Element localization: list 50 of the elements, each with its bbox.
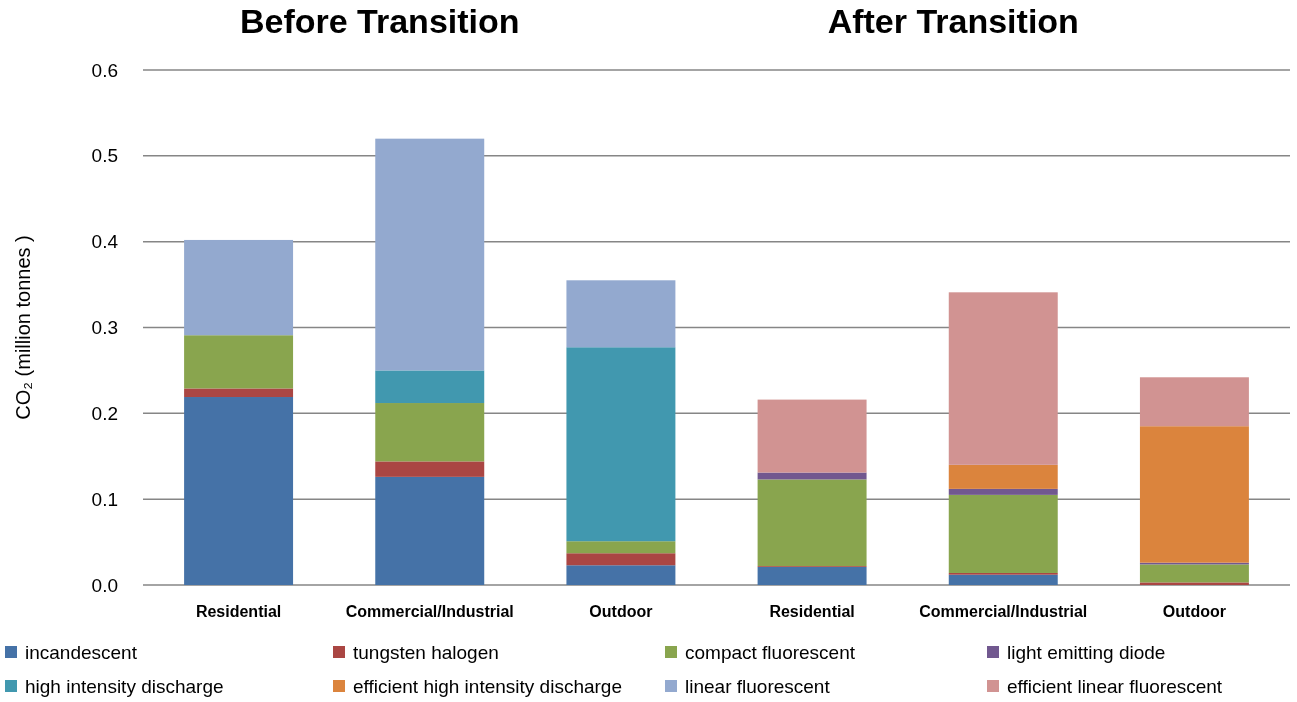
bar xyxy=(566,347,676,542)
y-tick-label: 0.2 xyxy=(91,402,118,424)
bar xyxy=(948,494,1058,573)
text: After Transition xyxy=(827,2,1079,40)
x-tick-label: Residential xyxy=(769,603,855,620)
bar xyxy=(566,565,676,585)
bar xyxy=(1139,564,1249,583)
bar xyxy=(757,566,867,585)
legend-label: high intensity discharge xyxy=(25,675,224,697)
text: Before Transition xyxy=(239,2,520,40)
bar xyxy=(566,541,676,554)
x-tick-label: Outdoor xyxy=(1162,603,1226,620)
bar xyxy=(184,335,294,389)
y-tick-label: 0.0 xyxy=(91,574,118,596)
y-tick-label: 0.3 xyxy=(91,317,118,339)
legend-label: efficient linear fluorescent xyxy=(1007,675,1223,697)
x-tick-label: Commercial/Industrial xyxy=(919,603,1088,620)
y-tick-label: 0.4 xyxy=(91,231,119,253)
bar xyxy=(948,464,1058,489)
bar xyxy=(566,553,676,566)
x-tick-label: Commercial/Industrial xyxy=(345,603,514,620)
bar xyxy=(375,370,485,404)
bar xyxy=(184,388,294,398)
y-axis-title: CO₂ (million tonnes ) xyxy=(12,235,34,420)
x-tick-label: Outdoor xyxy=(589,603,653,620)
legend-label: compact fluorescent xyxy=(685,641,856,663)
y-tick-label: 0.5 xyxy=(91,145,118,167)
y-tick-label: 0.1 xyxy=(91,488,118,510)
y-tick-label: 0.6 xyxy=(91,59,118,81)
bar xyxy=(948,488,1058,495)
bar xyxy=(375,403,485,462)
bar xyxy=(184,397,294,585)
bar xyxy=(1139,582,1249,585)
legend-label: efficient high intensity discharge xyxy=(353,675,622,697)
bar xyxy=(375,461,485,477)
bar xyxy=(948,574,1058,585)
legend-label: tungsten halogen xyxy=(353,641,499,663)
bar xyxy=(375,138,485,371)
x-tick-label: Residential xyxy=(195,603,282,620)
bar xyxy=(375,476,485,585)
bar xyxy=(566,280,676,348)
bar xyxy=(1139,426,1249,563)
bar xyxy=(948,292,1058,465)
bar xyxy=(757,399,867,473)
legend-label: linear fluorescent xyxy=(685,675,831,697)
bar xyxy=(1139,377,1249,427)
legend-label: incandescent xyxy=(25,641,138,663)
bar xyxy=(184,239,294,336)
bar xyxy=(757,479,867,567)
legend-label: light emitting diode xyxy=(1007,641,1166,663)
